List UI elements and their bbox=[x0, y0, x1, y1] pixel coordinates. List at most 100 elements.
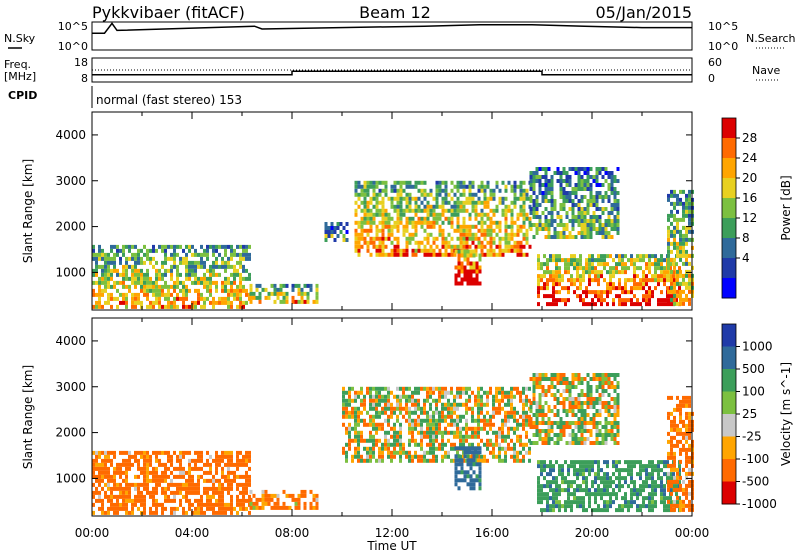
heatmap-cell bbox=[471, 192, 475, 197]
heatmap-cell bbox=[507, 240, 511, 245]
heatmap-cell bbox=[92, 470, 95, 475]
heatmap-cell bbox=[565, 211, 569, 215]
heatmap-cell bbox=[562, 401, 566, 405]
heatmap-cell bbox=[297, 291, 301, 296]
heatmap-cell bbox=[140, 450, 143, 455]
heatmap-cell bbox=[149, 478, 152, 483]
heatmap-cell bbox=[532, 183, 536, 187]
heatmap-cell bbox=[603, 262, 606, 267]
heatmap-cell bbox=[227, 276, 230, 281]
heatmap-cell bbox=[456, 204, 460, 209]
heatmap-cell bbox=[282, 505, 286, 510]
heatmap-cell bbox=[673, 293, 676, 298]
heatmap-cell bbox=[466, 281, 470, 286]
heatmap-cell bbox=[179, 450, 182, 455]
heatmap-cell bbox=[155, 498, 158, 503]
heatmap-cell bbox=[457, 253, 461, 258]
heatmap-cell bbox=[606, 500, 609, 505]
heatmap-cell bbox=[495, 232, 499, 237]
heatmap-cell bbox=[221, 474, 224, 479]
heatmap-cell bbox=[221, 486, 224, 491]
heatmap-cell bbox=[375, 398, 378, 403]
heatmap-cell bbox=[610, 433, 614, 437]
heatmap-cell bbox=[547, 187, 551, 191]
heatmap-cell bbox=[354, 390, 357, 395]
heatmap-cell bbox=[630, 496, 633, 501]
heatmap-cell bbox=[92, 268, 95, 273]
heatmap-cell bbox=[552, 270, 555, 275]
heatmap-cell bbox=[134, 264, 137, 269]
heatmap-cell bbox=[576, 504, 579, 509]
heatmap-cell bbox=[565, 381, 569, 385]
nave-label: Nave bbox=[752, 64, 780, 77]
heatmap-cell bbox=[101, 256, 104, 261]
heatmap-cell bbox=[245, 486, 248, 491]
heatmap-cell bbox=[242, 276, 245, 281]
heatmap-cell bbox=[673, 193, 676, 198]
heatmap-cell bbox=[598, 393, 602, 397]
colorbar-swatch bbox=[722, 138, 736, 159]
heatmap-cell bbox=[676, 443, 679, 448]
heatmap-cell bbox=[125, 450, 128, 455]
heatmap-cell bbox=[146, 248, 149, 253]
heatmap-cell bbox=[498, 248, 502, 253]
heatmap-cell bbox=[173, 494, 176, 499]
heatmap-cell bbox=[513, 192, 517, 197]
heatmap-cell bbox=[423, 204, 427, 209]
heatmap-cell bbox=[577, 207, 581, 211]
heatmap-cell bbox=[688, 455, 691, 460]
heatmap-cell bbox=[465, 402, 468, 407]
heatmap-cell bbox=[624, 282, 627, 287]
heatmap-cell bbox=[261, 505, 265, 510]
heatmap-cell bbox=[519, 240, 523, 245]
heatmap-cell bbox=[501, 398, 504, 403]
heatmap-cell bbox=[447, 398, 450, 403]
heatmap-cell bbox=[466, 257, 470, 262]
heatmap-cell bbox=[426, 200, 430, 205]
heatmap-cell bbox=[441, 208, 445, 213]
heatmap-cell bbox=[218, 272, 221, 277]
heatmap-cell bbox=[529, 187, 533, 191]
heatmap-cell bbox=[552, 476, 555, 481]
heatmap-cell bbox=[372, 216, 376, 221]
heatmap-cell bbox=[574, 405, 578, 409]
heatmap-cell bbox=[315, 295, 319, 300]
heatmap-cell bbox=[547, 405, 551, 409]
heatmap-cell bbox=[239, 280, 242, 285]
heatmap-cell bbox=[221, 450, 224, 455]
heatmap-cell bbox=[258, 291, 262, 296]
heatmap-cell bbox=[586, 385, 590, 389]
heatmap-cell bbox=[585, 286, 588, 291]
heatmap-cell bbox=[607, 373, 611, 377]
heatmap-cell bbox=[558, 488, 561, 493]
heatmap-cell bbox=[435, 220, 439, 225]
heatmap-cell bbox=[185, 450, 188, 455]
heatmap-cell bbox=[657, 258, 660, 263]
heatmap-cell bbox=[348, 434, 351, 439]
heatmap-cell bbox=[618, 488, 621, 493]
heatmap-cell bbox=[477, 220, 481, 225]
heatmap-cell bbox=[657, 302, 660, 307]
heatmap-cell bbox=[543, 274, 546, 279]
heatmap-cell bbox=[414, 450, 417, 455]
heatmap-cell bbox=[483, 200, 487, 205]
heatmap-cell bbox=[630, 460, 633, 465]
heatmap-cell bbox=[98, 264, 101, 269]
heatmap-cell bbox=[673, 451, 676, 456]
heatmap-cell bbox=[601, 207, 605, 211]
heatmap-cell bbox=[239, 300, 242, 305]
heatmap-cell bbox=[372, 244, 376, 249]
heatmap-cell bbox=[670, 411, 673, 416]
heatmap-cell bbox=[574, 437, 578, 441]
heatmap-cell bbox=[558, 254, 561, 259]
heatmap-cell bbox=[92, 304, 95, 309]
heatmap-cell bbox=[285, 299, 289, 304]
heatmap-cell bbox=[552, 278, 555, 283]
heatmap-cell bbox=[182, 288, 185, 293]
heatmap-cell bbox=[525, 414, 528, 419]
heatmap-cell bbox=[200, 252, 203, 257]
heatmap-cell bbox=[137, 466, 140, 471]
heatmap-cell bbox=[580, 227, 584, 231]
heatmap-cell bbox=[541, 175, 545, 179]
y-tick-label: 3000 bbox=[55, 380, 86, 394]
